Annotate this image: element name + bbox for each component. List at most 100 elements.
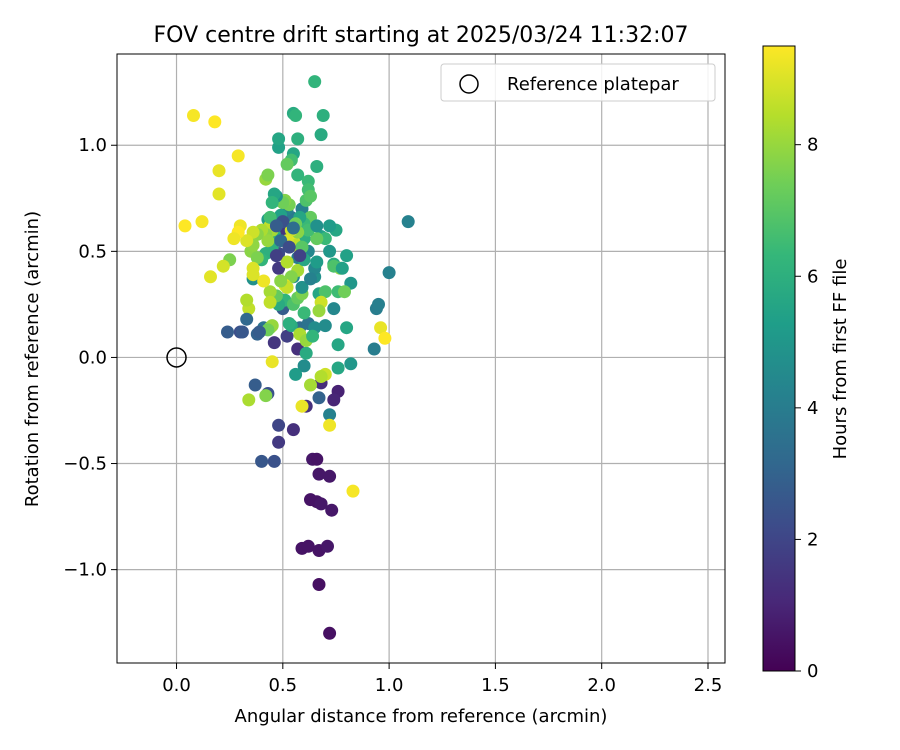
data-point	[242, 393, 256, 407]
y-tick-label: −0.5	[63, 454, 107, 475]
data-point	[318, 319, 332, 333]
data-point	[325, 503, 339, 517]
data-point	[286, 221, 300, 235]
data-point	[289, 367, 303, 381]
data-point	[308, 75, 322, 89]
y-tick-label: 0.5	[78, 241, 107, 262]
data-point	[178, 219, 192, 233]
data-point	[340, 321, 354, 335]
data-point	[280, 329, 294, 343]
data-point	[367, 342, 381, 356]
y-axis-ticks: −1.0 −0.5 0.0 0.5 1.0	[63, 135, 117, 581]
data-point	[280, 255, 294, 269]
data-point	[346, 484, 360, 498]
data-point	[269, 249, 283, 263]
chart-title: FOV centre drift starting at 2025/03/24 …	[154, 23, 689, 48]
data-point	[265, 196, 279, 209]
data-point	[221, 325, 234, 339]
data-point	[312, 391, 326, 405]
data-point	[310, 219, 324, 233]
data-point	[187, 109, 200, 122]
data-point	[263, 295, 277, 309]
colorbar-tick-label: 4	[807, 398, 818, 419]
y-tick-label: −1.0	[63, 560, 107, 581]
x-tick-label: 0.0	[162, 675, 191, 696]
x-tick-label: 1.5	[481, 675, 510, 696]
x-tick-label: 2.0	[587, 675, 616, 696]
data-point	[297, 306, 311, 320]
data-point	[401, 215, 415, 229]
data-point	[323, 244, 337, 258]
data-point	[204, 270, 217, 284]
y-axis-label: Rotation from reference (arcmin)	[22, 211, 43, 507]
plot-frame	[116, 53, 726, 664]
reference-platepar-marker	[166, 347, 187, 368]
data-point	[282, 240, 296, 254]
data-point	[323, 469, 337, 483]
data-point	[265, 355, 279, 369]
legend-label: Reference platepar	[507, 74, 679, 95]
x-axis-ticks: 0.0 0.5 1.0 1.5 2.0 2.5	[162, 663, 722, 696]
data-point	[378, 331, 392, 345]
data-point	[295, 280, 309, 294]
data-point	[212, 164, 226, 178]
colorbar-tick-label: 8	[807, 135, 818, 156]
colorbar-tick-label: 0	[807, 661, 818, 682]
data-point	[314, 128, 328, 142]
data-point	[372, 297, 385, 311]
colorbar-label: Hours from first FF file	[830, 259, 851, 460]
data-point	[235, 325, 249, 339]
data-point	[212, 187, 226, 201]
data-point	[269, 219, 283, 233]
x-tick-label: 0.5	[268, 675, 297, 696]
data-point	[340, 249, 354, 263]
data-points	[178, 75, 415, 640]
data-point	[263, 285, 277, 299]
data-point	[323, 219, 337, 233]
data-point	[195, 215, 209, 229]
data-point	[321, 539, 334, 553]
data-point	[272, 132, 286, 146]
data-point	[318, 285, 332, 299]
data-point	[240, 312, 254, 326]
data-point	[304, 189, 317, 203]
data-point	[272, 435, 286, 449]
data-point	[331, 338, 345, 352]
data-point	[257, 274, 271, 288]
data-point	[227, 232, 241, 246]
data-point	[304, 378, 317, 392]
data-point	[261, 234, 275, 248]
y-tick-label: 1.0	[78, 135, 107, 156]
data-point	[240, 234, 254, 248]
data-point	[267, 454, 281, 468]
data-point	[312, 467, 326, 481]
data-point	[382, 266, 396, 280]
data-point	[255, 454, 269, 468]
data-point	[338, 285, 351, 299]
data-point	[314, 370, 328, 383]
data-point	[259, 389, 273, 403]
data-point	[295, 399, 309, 413]
colorbar	[762, 45, 796, 672]
data-point	[289, 109, 303, 122]
data-point	[240, 293, 254, 307]
data-point	[327, 393, 341, 407]
data-point	[316, 109, 330, 122]
data-point	[310, 452, 324, 466]
x-axis-label: Angular distance from reference (arcmin)	[235, 706, 608, 727]
data-point	[280, 157, 294, 171]
data-point	[216, 259, 230, 273]
data-point	[267, 336, 281, 350]
legend-reference-marker	[459, 74, 479, 94]
data-point	[248, 378, 262, 392]
colorbar-tick-label: 2	[807, 529, 818, 550]
data-point	[252, 325, 266, 339]
data-point	[323, 626, 337, 640]
data-point	[293, 249, 307, 263]
data-point	[231, 149, 245, 163]
data-point	[312, 578, 326, 591]
data-point	[314, 497, 328, 511]
data-point	[310, 255, 324, 269]
